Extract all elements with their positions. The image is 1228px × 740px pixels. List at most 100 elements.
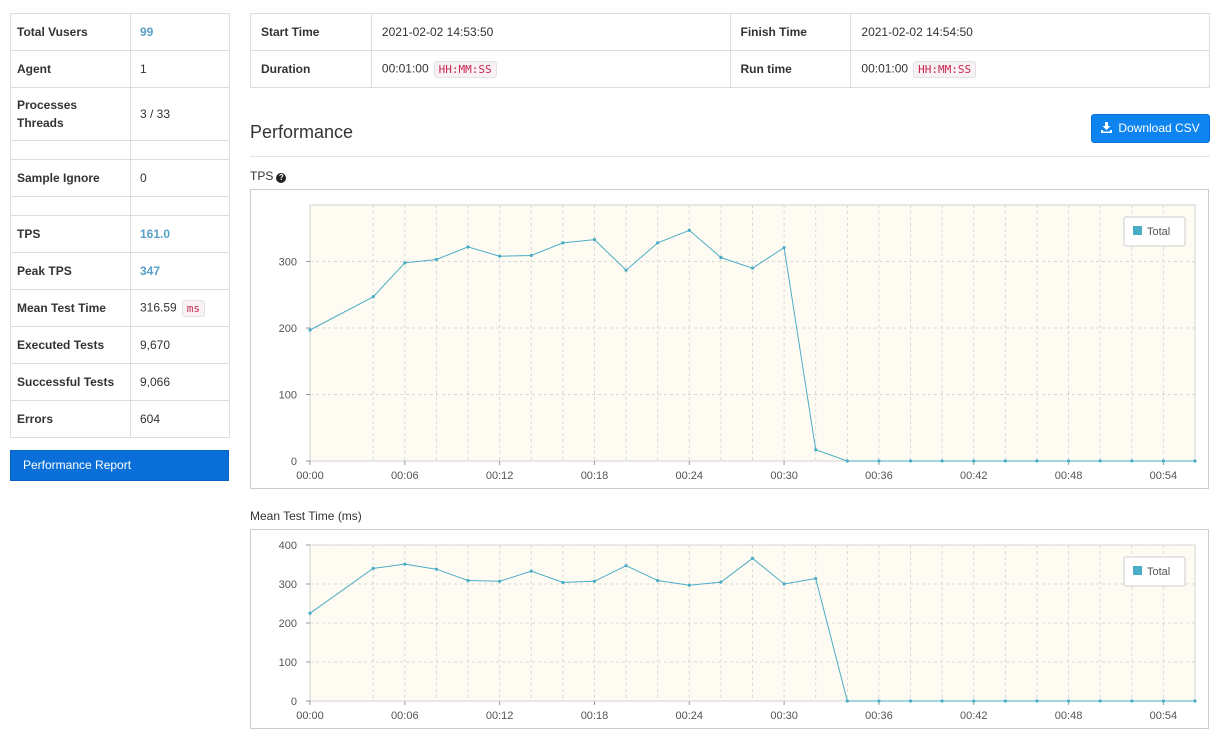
start-time-label: Start Time	[250, 13, 372, 51]
tps-chart-svg: 0 100 200 300 00:00 00:06 00:12 00:18 00:24 00:30…	[279, 204, 1197, 482]
x-tick-label: 00:00	[296, 710, 324, 722]
y-tick-label: 100	[279, 390, 297, 402]
x-tick-label: 00:00	[296, 470, 324, 482]
download-csv-button[interactable]: Download CSV	[1091, 114, 1210, 143]
data-point	[782, 245, 786, 250]
x-tick-label: 00:54	[1150, 470, 1178, 482]
y-tick-label: 0	[291, 456, 297, 468]
y-tick-label: 400	[279, 540, 297, 552]
processes-threads-value: 3 / 33	[130, 87, 230, 141]
legend-box	[1123, 216, 1186, 247]
sample-ignore-value: 0	[130, 159, 230, 197]
stats-row-processes-threads: Processes Threads 3 / 33	[10, 87, 230, 141]
tps-chart: 0 100 200 300 00:00 00:06 00:12 00:18 00:24 00:30…	[250, 189, 1209, 489]
data-point	[1003, 699, 1007, 703]
mean-test-time-value: 316.59	[140, 300, 177, 315]
stat-label: Errors	[10, 400, 131, 438]
x-tick-label: 00:24	[676, 710, 704, 722]
x-tick-label: 00:06	[391, 470, 419, 482]
x-tick-label: 00:48	[1055, 470, 1083, 482]
x-tick-label: 00:48	[1055, 710, 1083, 722]
legend-label: Total	[1147, 226, 1170, 238]
data-point	[940, 459, 944, 463]
x-tick-label: 00:24	[676, 470, 704, 482]
stat-label: TPS	[10, 215, 131, 253]
y-tick-label: 100	[279, 657, 297, 669]
data-point	[529, 253, 533, 258]
stats-row-total-vusers: Total Vusers 99	[10, 13, 230, 51]
question-circle-icon[interactable]: ?	[276, 173, 287, 183]
data-point	[624, 564, 628, 568]
tps-value: 161.0	[130, 215, 230, 253]
stats-row-peak-tps: Peak TPS 347	[10, 252, 230, 290]
data-point	[498, 254, 502, 258]
finish-time-value: 2021-02-02 14:54:50	[850, 13, 1210, 51]
data-point	[687, 228, 691, 232]
stat-label: Sample Ignore	[10, 159, 131, 197]
stat-label: Executed Tests	[10, 326, 131, 364]
data-point	[434, 257, 439, 262]
info-row-times: Start Time 2021-02-02 14:53:50 Finish Ti…	[250, 13, 1210, 51]
x-tick-label: 00:12	[486, 710, 514, 722]
finish-time-label: Finish Time	[729, 13, 852, 51]
x-tick-label: 00:30	[770, 470, 798, 482]
errors-value: 604	[130, 400, 230, 438]
stat-label: Total Vusers	[10, 13, 131, 51]
data-point	[782, 582, 786, 586]
data-point	[1161, 459, 1165, 463]
data-point	[466, 578, 470, 583]
data-point	[1130, 699, 1134, 703]
data-point	[814, 448, 818, 452]
data-point	[1035, 459, 1039, 463]
duration-value: 00:01:00	[381, 61, 429, 76]
performance-report-button[interactable]: Performance Report	[10, 450, 229, 481]
run-time-cell: 00:01:00 HH:MM:SS	[850, 50, 1210, 88]
data-point	[434, 567, 439, 571]
data-point	[750, 556, 755, 560]
divider	[250, 156, 1210, 157]
y-tick-label: 200	[279, 323, 297, 335]
x-tick-label: 00:12	[486, 470, 514, 482]
data-point	[561, 241, 565, 245]
stat-label: Mean Test Time	[10, 289, 131, 327]
processes-label: Processes	[17, 98, 78, 112]
x-tick-label: 00:42	[960, 710, 988, 722]
data-point	[592, 237, 597, 242]
unit-badge: HH:MM:SS	[433, 60, 497, 78]
stats-row-successful-tests: Successful Tests 9,066	[10, 363, 230, 401]
data-point	[1098, 459, 1102, 463]
stat-label: Agent	[10, 50, 131, 88]
x-tick-label: 00:36	[865, 710, 893, 722]
stats-spacer-row	[10, 140, 230, 160]
data-point	[1130, 459, 1134, 463]
data-point	[561, 580, 565, 585]
legend: Total	[1123, 556, 1186, 587]
x-tick-label: 00:18	[581, 710, 609, 722]
data-point	[656, 241, 660, 245]
data-point	[877, 699, 881, 703]
data-point	[814, 576, 818, 581]
tps-chart-title: TPS	[250, 169, 274, 183]
info-row-durations: Duration 00:01:00 HH:MM:SS Run time 00:01…	[250, 50, 1210, 88]
successful-tests-value: 9,066	[130, 363, 230, 401]
data-point	[403, 261, 407, 265]
x-tick-label: 00:36	[865, 470, 893, 482]
unit-badge: ms	[181, 299, 205, 317]
data-point	[466, 245, 470, 249]
performance-title: Performance	[250, 122, 354, 142]
x-tick-label: 00:18	[581, 470, 609, 482]
data-point	[972, 699, 976, 703]
data-point	[371, 295, 375, 299]
y-tick-label: 200	[279, 618, 297, 630]
data-point	[592, 579, 597, 583]
data-point	[719, 255, 723, 260]
x-tick-label: 00:42	[960, 470, 988, 482]
stats-spacer-row	[10, 196, 230, 216]
download-icon	[1101, 115, 1113, 142]
run-time-label: Run time	[729, 50, 852, 88]
data-point	[750, 266, 755, 270]
y-tick-label: 0	[291, 696, 297, 708]
start-time-value: 2021-02-02 14:53:50	[370, 13, 731, 51]
executed-tests-value: 9,670	[130, 326, 230, 364]
data-point	[1193, 459, 1197, 463]
